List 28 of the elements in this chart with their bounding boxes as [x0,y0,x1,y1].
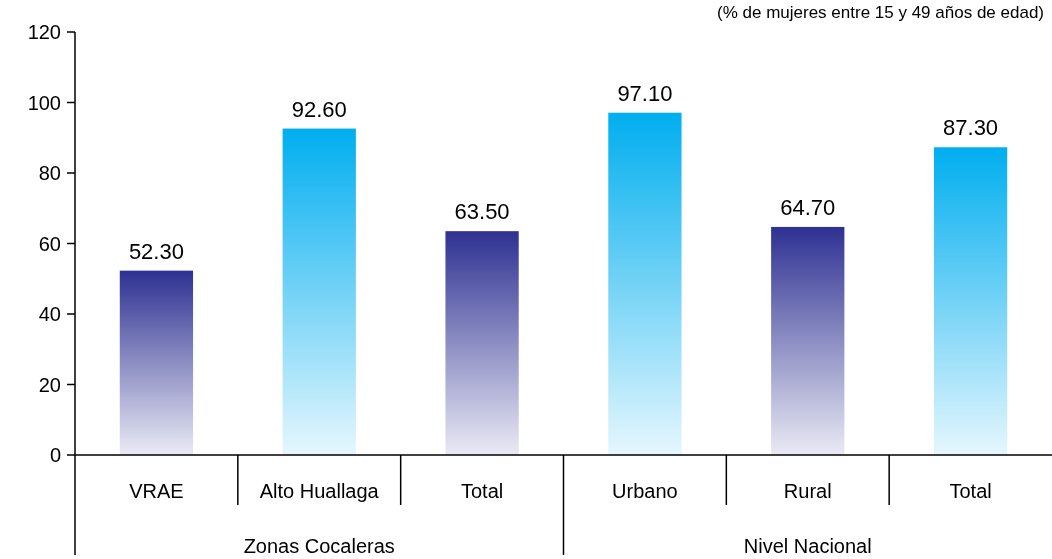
x-tick-label: Rural [783,480,832,502]
y-tick-label: 0 [49,444,61,466]
data-label: 63.50 [454,199,510,225]
data-label: 64.70 [780,194,836,220]
data-label: 92.60 [291,96,347,122]
text: Zonas Cocaleras [243,535,395,557]
bar [119,270,194,455]
y-tick-label: 20 [38,373,61,396]
y-tick-label: 40 [38,303,61,325]
data-label: 52.30 [128,238,184,264]
x-tick-label: Total [949,480,992,502]
chart-subtitle: (% de mujeres entre 15 y 49 años de edad) [717,3,1044,22]
y-tick-label: 100 [27,91,61,114]
bar [282,128,356,455]
bar [608,112,682,455]
bar [933,147,1008,455]
x-tick-label: Alto Huallaga [259,480,380,502]
y-tick-label: 80 [38,162,61,184]
data-label: 87.30 [943,115,999,141]
bar [771,226,845,455]
x-tick-label: Total [460,480,504,502]
bar [445,231,519,455]
x-tick-label: VRAE [129,480,184,502]
text: Nivel Nacional [743,535,872,557]
y-tick-label: 120 [27,21,61,43]
y-tick-label: 60 [38,232,61,255]
data-label: 97.10 [617,80,673,106]
x-tick-label: Urbano [612,480,678,502]
